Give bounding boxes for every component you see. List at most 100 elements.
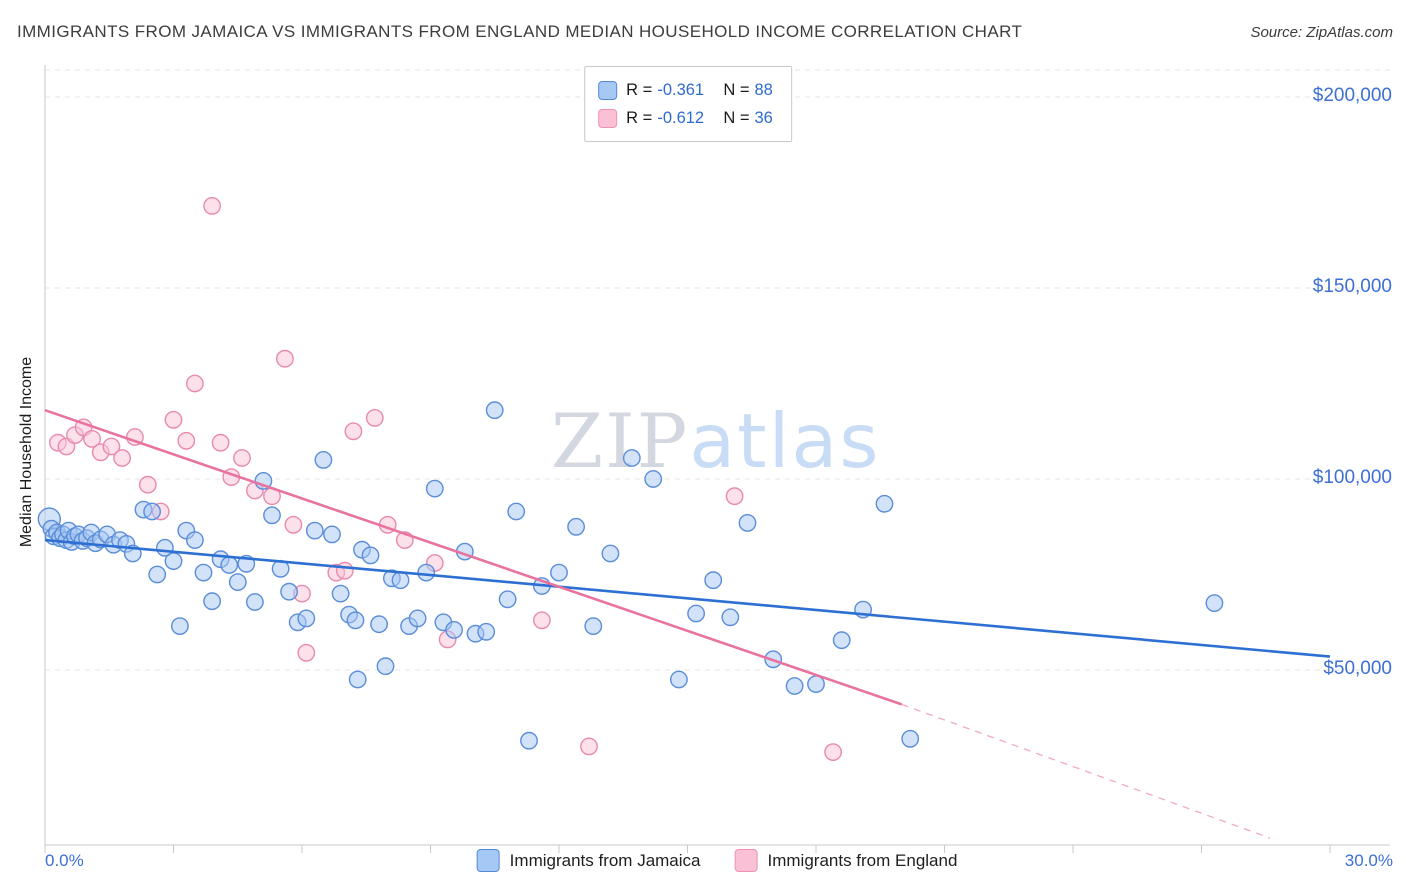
data-point-jamaica [1205,594,1224,612]
data-point-england [533,611,551,630]
data-point-jamaica [485,401,504,420]
n-label: N = [723,108,750,127]
data-point-england [164,410,183,429]
jamaica-swatch [476,849,500,872]
data-point-england [177,431,196,450]
legend-item-england: Immigrants from England [734,849,958,872]
y-tick-200000: $200,000 [1312,85,1392,106]
data-point-jamaica [331,584,350,603]
data-point-jamaica [263,506,281,525]
n-label: N = [723,80,750,99]
data-point-jamaica [203,592,222,611]
data-point-england [83,429,102,448]
r-value-england: -0.612 [657,108,705,127]
data-point-jamaica [297,609,316,628]
data-point-jamaica [361,546,380,565]
data-point-jamaica [425,479,444,498]
data-point-jamaica [220,556,239,574]
data-point-england [725,487,744,506]
data-point-jamaica [721,608,740,627]
data-point-england [233,449,251,467]
y-tick-150000: $150,000 [1312,276,1392,297]
data-point-england [185,374,204,393]
data-point-jamaica [348,670,367,689]
data-point-jamaica [280,582,298,601]
data-point-england [211,433,230,452]
data-point-england [365,408,384,427]
data-point-jamaica [785,677,804,695]
correlation-legend: R = -0.361 N = 88 R = -0.612 N = 36 [584,66,792,142]
data-point-jamaica [164,552,183,570]
r-label: R = [626,108,653,127]
data-point-england [203,196,222,215]
n-value-england: 36 [754,108,773,127]
data-point-jamaica [170,617,189,635]
data-point-jamaica [498,590,517,609]
data-point-jamaica [445,621,463,639]
england-trend-line-dashed [901,703,1271,839]
jamaica-legend-label: Immigrants from Jamaica [509,850,701,870]
watermark-zip: ZIP [551,397,690,485]
data-point-jamaica [738,514,757,532]
series-legend: Immigrants from Jamaica Immigrants from … [476,849,958,872]
data-point-jamaica [807,675,825,693]
data-point-jamaica [875,494,894,513]
data-point-jamaica [687,604,705,623]
data-point-jamaica [477,622,496,641]
x-axis-min-label: 0.0% [45,851,84,870]
data-point-jamaica [323,525,341,544]
r-value-jamaica: -0.361 [657,80,705,99]
data-point-jamaica [520,731,538,750]
data-point-jamaica [346,611,365,630]
legend-row-jamaica: R = -0.361 N = 88 [598,76,773,104]
data-point-jamaica [550,563,568,582]
data-point-jamaica [314,450,333,469]
data-point-jamaica [408,609,427,628]
data-point-england [275,349,294,368]
data-point-jamaica [567,517,585,536]
data-point-england [284,515,303,534]
watermark-atlas: atlas [689,397,881,485]
data-point-jamaica [228,573,247,591]
data-point-england [344,422,363,441]
data-point-jamaica [417,563,436,582]
chart-title: IMMIGRANTS FROM JAMAICA VS IMMIGRANTS FR… [17,22,1023,41]
data-point-england [297,643,316,662]
england-legend-label: Immigrants from England [767,850,958,870]
legend-row-england: R = -0.612 N = 36 [598,104,773,132]
data-point-jamaica [584,617,603,635]
data-point-jamaica [370,615,388,634]
data-point-england [580,737,598,756]
watermark: ZIPatlas [551,404,880,479]
data-point-jamaica [832,631,851,650]
england-swatch [734,849,758,872]
legend-item-jamaica: Immigrants from Jamaica [476,849,701,872]
data-point-jamaica [391,571,410,590]
data-point-jamaica [622,449,641,467]
source-credit: Source: ZipAtlas.com [1250,24,1393,41]
england-swatch [598,108,618,128]
data-point-england [335,561,354,580]
data-point-jamaica [901,729,920,748]
data-point-jamaica [376,657,395,676]
data-point-jamaica [601,544,620,563]
england-trend-line-solid [44,408,903,706]
data-point-jamaica [704,571,723,590]
data-point-jamaica [670,670,688,689]
y-tick-100000: $100,000 [1312,467,1392,488]
data-point-england [113,449,132,467]
data-point-jamaica [148,565,167,584]
jamaica-swatch [598,80,618,100]
data-point-england [824,743,842,761]
n-value-jamaica: 88 [754,80,773,99]
data-point-jamaica [194,563,213,582]
data-point-jamaica [507,502,526,521]
data-point-england [102,437,121,456]
data-point-jamaica [143,502,162,521]
data-point-jamaica [185,531,204,549]
x-axis-max-label: 30.0% [1344,851,1393,870]
data-point-england [138,475,157,494]
data-point-jamaica [644,470,663,488]
